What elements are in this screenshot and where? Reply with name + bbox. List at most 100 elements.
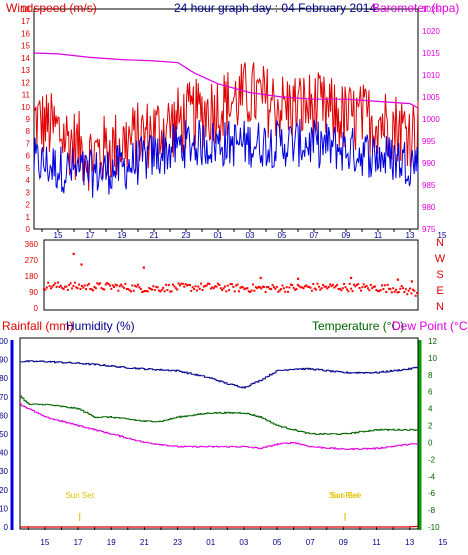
humidity-tick-60: 60: [0, 411, 9, 420]
direction-point: [188, 284, 191, 287]
baro-tick-980: 980: [422, 203, 436, 212]
temperature-line: [20, 395, 419, 435]
direction-degree-ticks: 0 90 180 270 360: [25, 240, 39, 313]
direction-point: [64, 285, 67, 288]
direction-point: [166, 288, 169, 291]
direction-point: [393, 290, 396, 293]
direction-point: [243, 288, 246, 291]
wind-tick-0: 0: [26, 225, 31, 234]
direction-point: [57, 281, 60, 284]
compass-tick-0: N: [436, 237, 444, 249]
direction-point: [82, 286, 85, 289]
temp-tick--10: -10: [428, 523, 440, 532]
dir-tick-270: 270: [25, 256, 39, 265]
direction-point: [215, 285, 218, 288]
direction-point: [322, 283, 325, 286]
humidity-tick-50: 50: [0, 430, 9, 439]
direction-point: [138, 286, 141, 289]
temp-tick--8: -8: [428, 506, 436, 515]
direction-point: [66, 288, 69, 291]
bottom-x-tick-15: 15: [40, 538, 49, 547]
direction-point: [114, 283, 117, 286]
direction-point: [275, 285, 278, 288]
direction-point: [181, 282, 184, 285]
direction-point: [344, 286, 347, 289]
top-x-tick-15: 15: [54, 231, 63, 240]
wind-tick-1: 1: [26, 213, 31, 222]
direction-point: [125, 288, 128, 291]
top-x-tick-03: 03: [246, 231, 255, 240]
direction-point: [146, 290, 149, 293]
direction-point: [69, 282, 72, 285]
top-x-tick-19: 19: [118, 231, 127, 240]
direction-point: [218, 283, 221, 286]
direction-point: [257, 285, 260, 288]
temp-humidity-panel: Rainfall (mm) Humidity (%) Temperature (…: [0, 319, 468, 547]
direction-point: [158, 289, 161, 292]
direction-point: [294, 288, 297, 291]
humidity-tick-0: 0: [4, 523, 9, 532]
direction-point: [233, 290, 236, 293]
direction-point: [413, 289, 416, 292]
direction-point: [193, 288, 196, 291]
direction-point: [399, 287, 402, 290]
direction-point: [299, 286, 302, 289]
baro-tick-1000: 1000: [422, 115, 440, 124]
direction-point: [385, 290, 388, 293]
direction-point: [52, 283, 55, 286]
direction-point: [267, 286, 270, 289]
sun-annotation-2: Sun Set: [331, 491, 360, 500]
direction-point: [113, 286, 116, 289]
direction-point: [139, 287, 142, 290]
direction-point: [244, 287, 247, 290]
direction-point: [135, 285, 138, 288]
direction-point: [62, 288, 65, 291]
direction-point: [61, 286, 64, 289]
direction-point: [317, 285, 320, 288]
direction-point: [249, 290, 252, 293]
direction-point: [165, 283, 168, 286]
direction-point: [54, 282, 57, 285]
baro-tick-975: 975: [422, 225, 436, 234]
bottom-x-tick-13: 13: [405, 538, 414, 547]
direction-point: [83, 284, 86, 287]
direction-point: [230, 283, 233, 286]
direction-point: [389, 288, 392, 291]
direction-point: [383, 284, 386, 287]
direction-point: [284, 290, 287, 293]
chart-title: 24 hour graph day : 04 February 2014: [174, 1, 376, 15]
direction-point: [395, 288, 398, 291]
direction-point: [343, 282, 346, 285]
direction-point: [352, 283, 355, 286]
bottom-x-tick-15: 15: [438, 538, 447, 547]
direction-point: [396, 291, 399, 294]
rainfall-axis-label: Rainfall (mm): [2, 319, 73, 333]
direction-point: [365, 284, 368, 287]
direction-point: [400, 285, 403, 288]
direction-point: [247, 290, 250, 293]
direction-point: [273, 286, 276, 289]
top-x-tick-09: 09: [342, 231, 351, 240]
direction-point: [236, 283, 239, 286]
direction-point: [149, 288, 152, 291]
direction-point: [141, 291, 144, 294]
temp-tick--4: -4: [428, 472, 436, 481]
wind-tick-13: 13: [21, 66, 30, 75]
direction-point: [232, 285, 235, 288]
wind-tick-17: 17: [21, 17, 30, 26]
direction-point: [99, 282, 102, 285]
direction-point: [355, 283, 358, 286]
temp-tick--6: -6: [428, 489, 436, 498]
direction-point: [110, 287, 113, 290]
direction-point: [376, 290, 379, 293]
direction-point: [163, 290, 166, 293]
humidity-tick-10: 10: [0, 504, 9, 513]
barometer-axis-label: Barometer (hpa): [372, 1, 459, 15]
direction-point: [336, 283, 339, 286]
direction-point: [78, 283, 81, 286]
direction-point: [55, 285, 58, 288]
direction-point: [371, 287, 374, 290]
direction-point: [260, 287, 263, 290]
direction-point: [285, 286, 288, 289]
direction-point: [268, 287, 271, 290]
